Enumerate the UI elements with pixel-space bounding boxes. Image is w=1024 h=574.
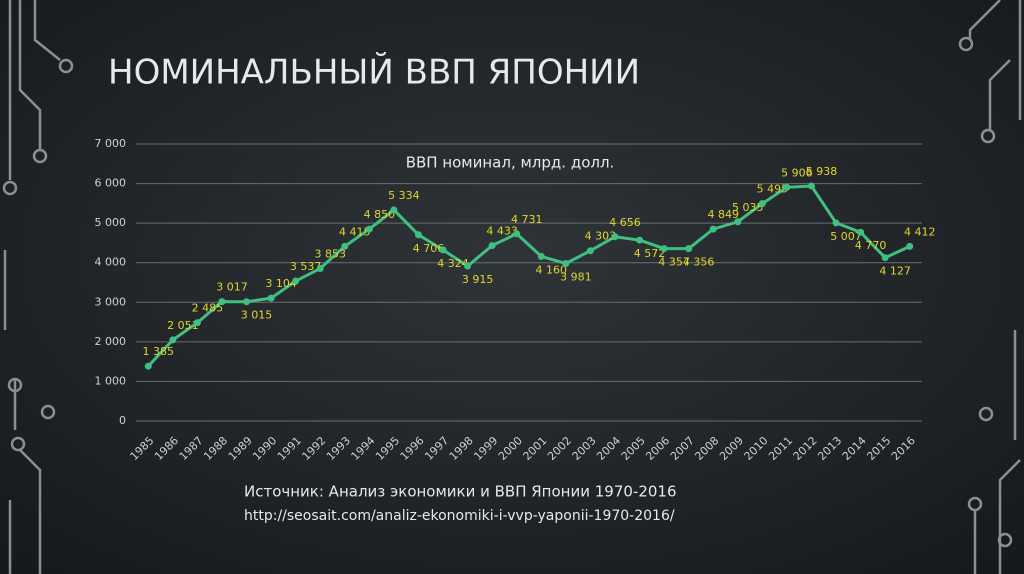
point <box>783 183 791 191</box>
point <box>758 200 766 208</box>
point <box>513 230 521 238</box>
y-tick-label: 3 000 <box>95 295 127 308</box>
data-label: 1 385 <box>143 345 175 358</box>
point <box>169 336 177 344</box>
y-tick-label: 7 000 <box>95 137 127 150</box>
point <box>611 233 619 241</box>
chart-title: ВВП номинал, млрд. долл. <box>406 154 615 172</box>
point <box>832 219 840 227</box>
data-label: 4 572 <box>634 247 666 260</box>
point <box>292 277 300 285</box>
point <box>636 236 644 244</box>
data-label: 4 415 <box>339 225 371 238</box>
data-label: 4 849 <box>707 208 739 221</box>
data-label: 5 334 <box>388 189 420 202</box>
y-tick-label: 2 000 <box>95 335 127 348</box>
data-label: 4 850 <box>364 208 396 221</box>
data-label: 4 412 <box>904 225 936 238</box>
source-text: Источник: Анализ экономики и ВВП Японии … <box>244 483 677 501</box>
data-label: 4 357 <box>658 256 690 269</box>
point <box>586 247 594 255</box>
point <box>660 245 668 253</box>
data-label: 5 938 <box>806 165 838 178</box>
data-label: 4 127 <box>879 265 911 278</box>
y-tick-label: 5 000 <box>95 216 127 229</box>
point <box>685 245 693 253</box>
data-label: 3 017 <box>216 281 248 294</box>
point <box>316 265 324 273</box>
point <box>193 319 201 327</box>
data-label: 2 485 <box>192 302 224 315</box>
data-label: 3 537 <box>290 260 322 273</box>
point <box>267 294 275 302</box>
data-label: 4 656 <box>609 216 641 229</box>
data-label: 3 981 <box>560 270 592 283</box>
point <box>144 362 152 370</box>
y-tick-label: 1 000 <box>95 374 127 387</box>
data-label: 5 495 <box>757 183 789 196</box>
data-label: 4 433 <box>486 225 518 238</box>
data-label: 4 303 <box>585 230 617 243</box>
point <box>857 228 865 236</box>
data-label: 3 915 <box>462 273 494 286</box>
data-label: 4 356 <box>683 256 715 269</box>
point <box>365 225 373 233</box>
point <box>881 254 889 262</box>
source-url: http://seosait.com/analiz-ekonomiki-i-vv… <box>244 508 675 524</box>
point <box>906 242 914 250</box>
point <box>464 262 472 270</box>
slide-title: НОМИНАЛЬНЫЙ ВВП ЯПОНИИ <box>108 52 640 93</box>
y-tick-label: 0 <box>119 414 126 427</box>
data-label: 5 035 <box>732 201 764 214</box>
point <box>537 252 545 260</box>
data-label: 2 051 <box>167 319 199 332</box>
point <box>734 218 742 226</box>
data-label: 4 770 <box>855 239 887 252</box>
point <box>709 225 717 233</box>
data-label: 3 104 <box>265 277 297 290</box>
data-label: 4 731 <box>511 213 543 226</box>
data-label: 4 706 <box>413 242 445 255</box>
point <box>390 206 398 214</box>
point <box>488 242 496 250</box>
point <box>439 246 447 254</box>
y-tick-label: 6 000 <box>95 177 127 190</box>
point <box>341 242 349 250</box>
data-label: 5 906 <box>781 166 813 179</box>
y-tick-label: 4 000 <box>95 256 127 269</box>
point <box>414 231 422 239</box>
point <box>243 298 251 306</box>
point <box>807 182 815 190</box>
data-label: 5 007 <box>830 230 862 243</box>
data-label: 4 160 <box>536 263 568 276</box>
point <box>218 298 226 306</box>
data-label: 3 015 <box>241 309 273 322</box>
line <box>147 184 911 368</box>
point <box>562 259 570 267</box>
data-label: 4 324 <box>437 257 469 270</box>
data-label: 3 853 <box>314 248 346 261</box>
